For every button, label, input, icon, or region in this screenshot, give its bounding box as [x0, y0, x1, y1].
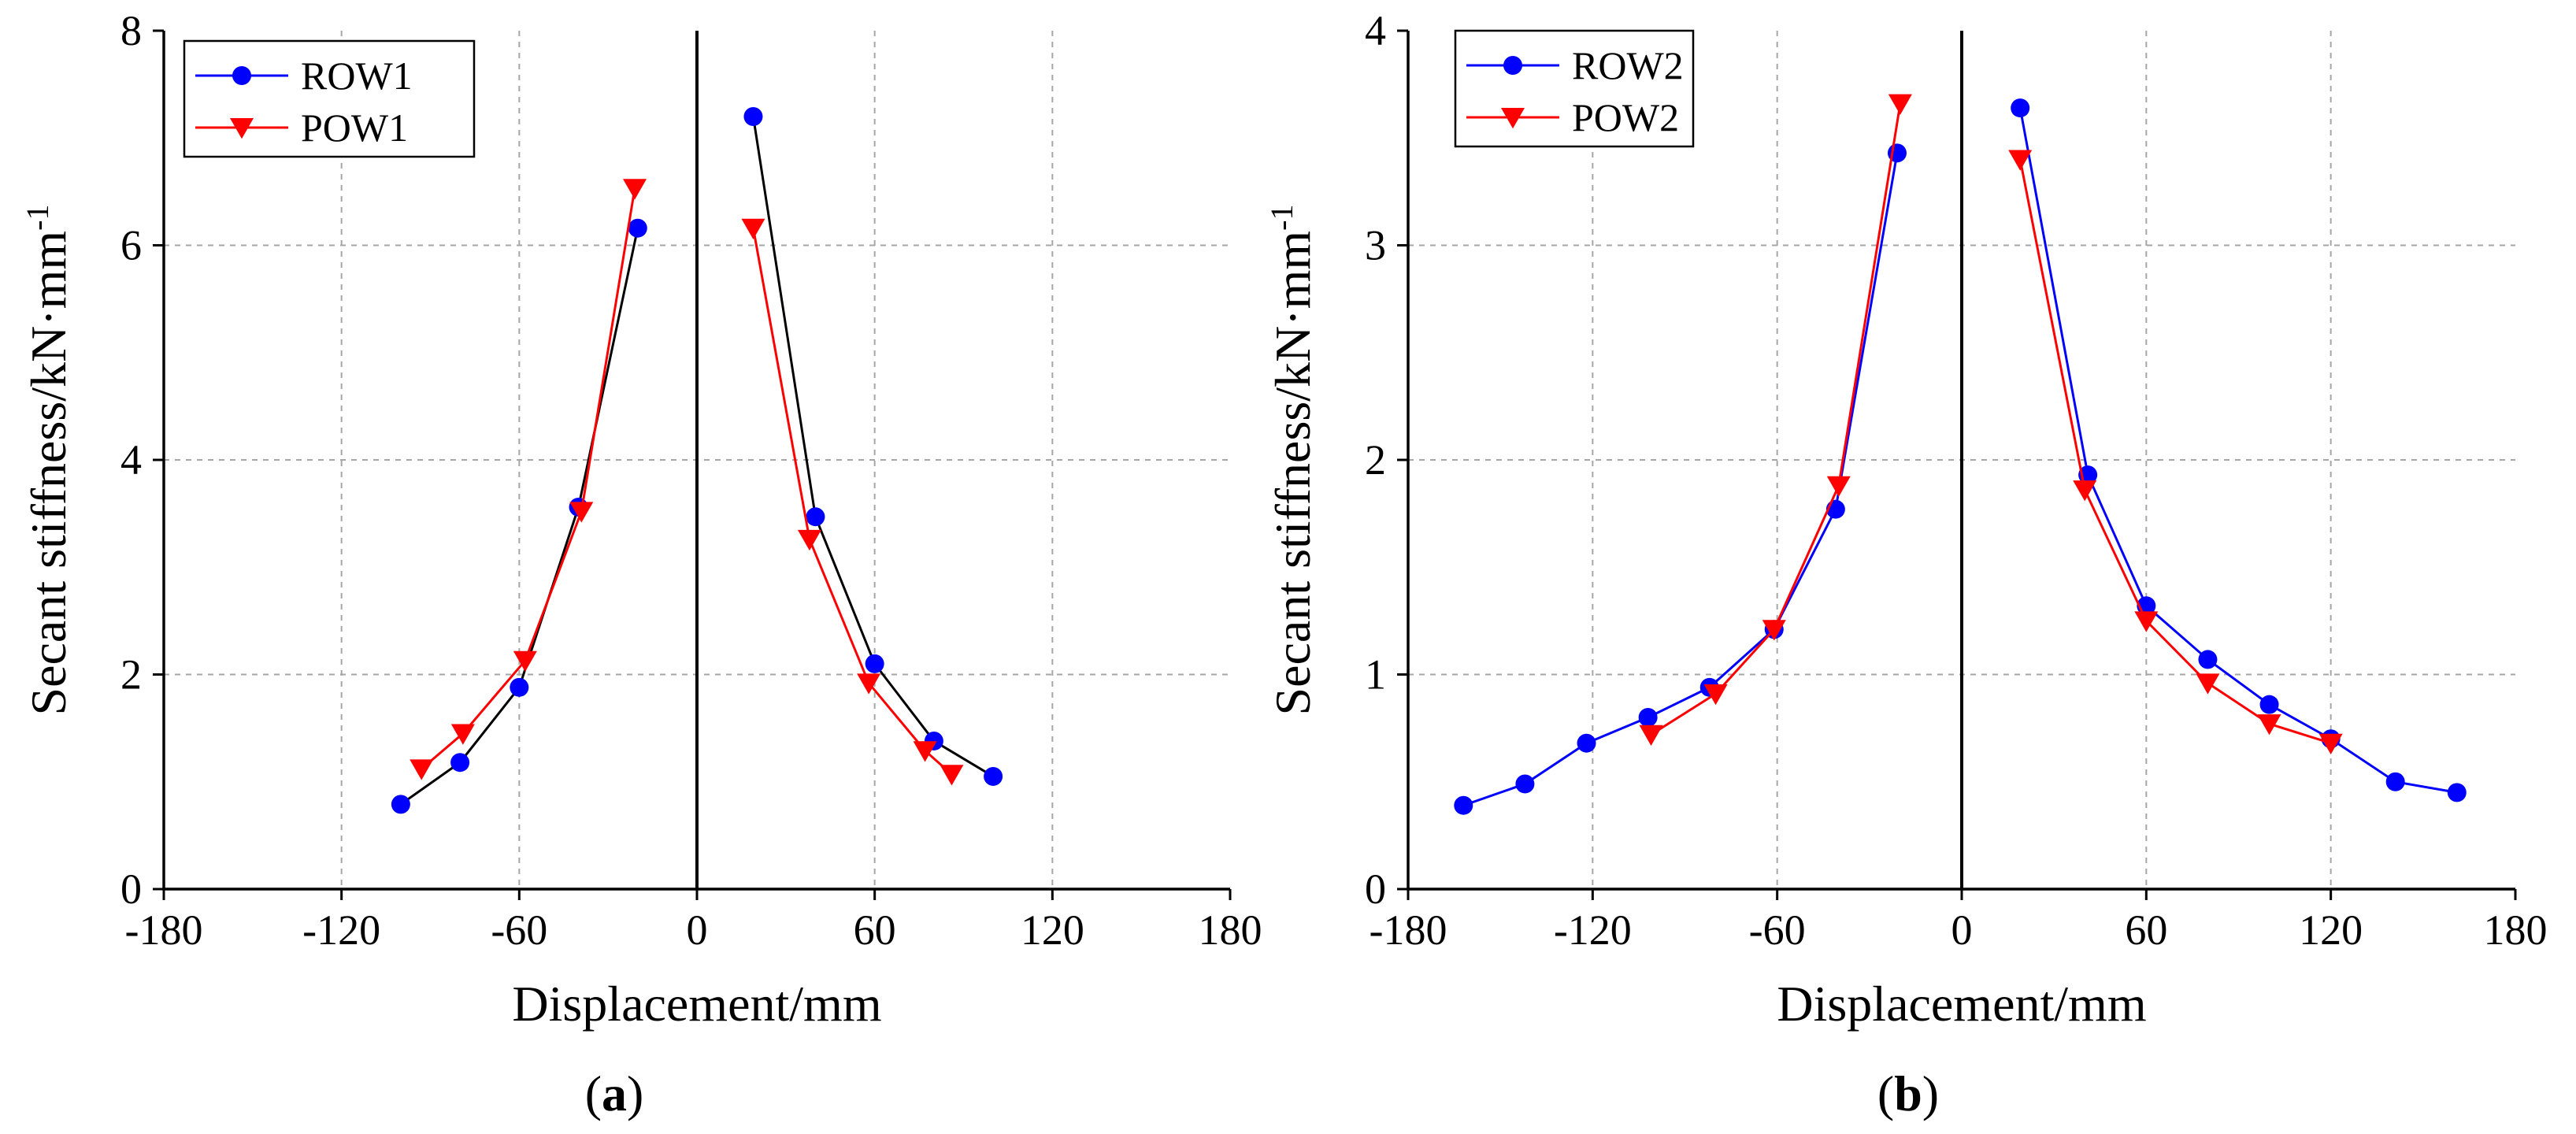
- y-tick-label: 2: [120, 651, 142, 699]
- y-tick-label: 1: [1365, 651, 1386, 699]
- data-point: [2257, 714, 2281, 736]
- data-point: [1826, 476, 1851, 497]
- legend-marker: [1501, 108, 1525, 129]
- legend: ROW2 POW2: [1454, 29, 1695, 148]
- x-tick-label: -180: [125, 906, 203, 954]
- data-point: [569, 502, 594, 523]
- series-line: [2018, 107, 2458, 794]
- x-tick-label: -120: [302, 906, 380, 954]
- data-point: [2011, 98, 2030, 118]
- y-tick-label: 8: [120, 7, 142, 54]
- data-point: [2385, 772, 2405, 791]
- x-tick-label: 180: [2484, 906, 2548, 954]
- data-point: [391, 795, 410, 814]
- x-tick-label: 60: [2125, 906, 2167, 954]
- panel-label: (a): [585, 1065, 644, 1121]
- y-tick-label: 6: [120, 222, 142, 269]
- series-POW1: [410, 179, 964, 786]
- data-point: [2447, 783, 2467, 802]
- data-point: [865, 654, 884, 673]
- legend-marker: [232, 66, 251, 85]
- x-tick-label: 180: [1199, 906, 1262, 954]
- series-POW2: [1639, 94, 2343, 754]
- x-tick-label: -180: [1370, 906, 1447, 954]
- legend-box: [1454, 29, 1695, 148]
- data-point: [2198, 650, 2218, 669]
- data-point: [623, 179, 647, 200]
- data-point: [450, 724, 475, 745]
- data-point: [1888, 94, 1912, 115]
- data-point: [857, 673, 881, 695]
- x-axis-label: Displacement/mm: [1777, 976, 2146, 1032]
- x-tick-label: 60: [854, 906, 896, 954]
- data-point: [913, 741, 937, 762]
- legend-box: [183, 39, 476, 158]
- panel-label: (b): [1877, 1065, 1939, 1121]
- data-point: [510, 677, 529, 697]
- data-point: [806, 507, 825, 527]
- y-tick-label: 2: [1365, 436, 1386, 484]
- y-axis-label: Secant stiffness/kN·mm-1: [1264, 205, 1321, 716]
- legend: ROW1 POW1: [183, 39, 476, 158]
- chart-panel-b: -180 -120 -60 0 60 120 180 0 1 2 3 4 Displacement/mm…: [1264, 7, 2548, 1121]
- y-tick-label: 0: [120, 865, 142, 913]
- x-tick-label: 120: [1021, 906, 1084, 954]
- data-point: [513, 650, 537, 673]
- data-point: [1639, 724, 1663, 747]
- data-point: [984, 766, 1003, 786]
- x-tick-label: 0: [1951, 906, 1973, 954]
- x-axis-label: Displacement/mm: [512, 976, 881, 1032]
- data-point: [1577, 733, 1596, 753]
- x-tick-label: -60: [491, 906, 547, 954]
- data-point: [743, 107, 763, 126]
- data-point: [450, 753, 470, 773]
- data-point: [1515, 774, 1535, 794]
- y-tick-label: 4: [1365, 7, 1386, 54]
- legend-marker: [230, 118, 254, 139]
- data-point: [2134, 611, 2159, 632]
- data-point: [2008, 150, 2033, 171]
- series-line: [2018, 159, 2332, 745]
- data-point: [2259, 695, 2279, 714]
- series-line: [421, 188, 636, 770]
- data-point: [628, 218, 647, 238]
- y-axis-label: Secant stiffness/kN·mm-1: [20, 205, 77, 716]
- data-point: [1454, 795, 1473, 815]
- data-point: [741, 218, 765, 239]
- data-point: [2073, 480, 2097, 502]
- legend-label: POW1: [301, 106, 408, 150]
- x-tick-label: 120: [2299, 906, 2363, 954]
- data-point: [797, 529, 821, 551]
- data-point: [1638, 708, 1658, 727]
- series-line: [1462, 153, 1899, 807]
- data-point: [940, 765, 964, 786]
- x-tick-label: -60: [1749, 906, 1806, 954]
- legend-label: ROW1: [301, 54, 413, 98]
- series-line: [1650, 103, 1902, 736]
- x-tick-label: 0: [687, 906, 708, 954]
- data-point: [2196, 673, 2220, 695]
- y-tick-label: 3: [1365, 222, 1386, 269]
- data-point: [410, 759, 434, 780]
- y-tick-label: 4: [120, 436, 142, 484]
- legend-marker: [1503, 56, 1522, 75]
- legend-label: POW2: [1572, 95, 1679, 139]
- data-point: [1703, 684, 1728, 706]
- legend-label: ROW2: [1572, 43, 1684, 87]
- chart-panel-a: -180 -120 -60 0 60 120 180 0 2 4 6 8 Displacement/mm…: [20, 7, 1262, 1121]
- y-tick-label: 0: [1365, 865, 1386, 913]
- data-point: [2318, 733, 2343, 754]
- data-point: [1762, 620, 1786, 641]
- x-tick-label: -120: [1554, 906, 1632, 954]
